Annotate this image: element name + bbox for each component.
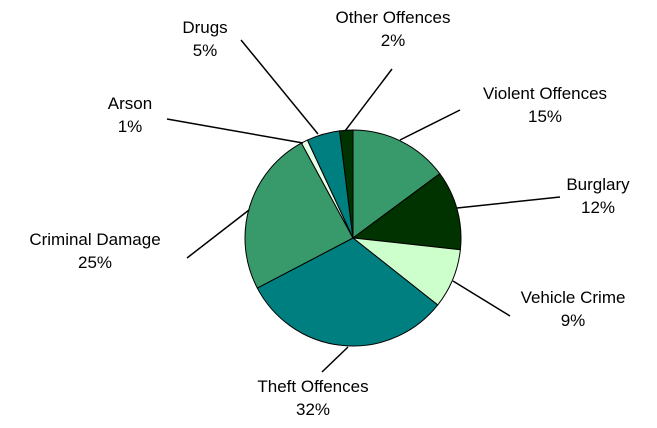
leaders-layer <box>166 39 561 373</box>
leader-line-criminal-damage <box>186 209 250 259</box>
slice-label-theft-offences: Theft Offences <box>257 377 368 396</box>
pie-slice-criminal-damage <box>244 142 354 289</box>
leader-line-violent-offences <box>399 109 461 141</box>
slice-percent-vehicle-crime: 9% <box>561 311 586 330</box>
slice-label-other-offences: Other Offences <box>336 8 451 27</box>
leader-line-theft-offences <box>321 346 349 373</box>
slice-label-drugs: Drugs <box>182 18 227 37</box>
pie-slice-burglary <box>351 173 462 251</box>
slice-percent-drugs: 5% <box>193 41 218 60</box>
leader-line-burglary <box>456 196 561 209</box>
leader-line-other-offences <box>344 68 393 132</box>
slice-label-violent-offences: Violent Offences <box>483 84 607 103</box>
slice-label-arson: Arson <box>108 94 152 113</box>
pie-slice-violent-offences <box>352 129 441 239</box>
slice-percent-arson: 1% <box>118 117 143 136</box>
leader-line-vehicle-crime <box>452 280 511 317</box>
slice-percent-other-offences: 2% <box>381 31 406 50</box>
slice-percent-criminal-damage: 25% <box>78 253 112 272</box>
slice-label-criminal-damage: Criminal Damage <box>29 230 160 249</box>
slices-layer <box>244 129 462 347</box>
labels-layer: Violent Offences 15% Burglary 12% Vehicle Cr… <box>29 8 630 419</box>
leader-line-arson <box>166 118 304 144</box>
leader-line-drugs <box>240 39 319 135</box>
slice-percent-violent-offences: 15% <box>528 107 562 126</box>
slice-percent-theft-offences: 32% <box>296 400 330 419</box>
slice-label-vehicle-crime: Vehicle Crime <box>521 288 626 307</box>
slice-label-burglary: Burglary <box>566 175 630 194</box>
slice-percent-burglary: 12% <box>581 198 615 217</box>
